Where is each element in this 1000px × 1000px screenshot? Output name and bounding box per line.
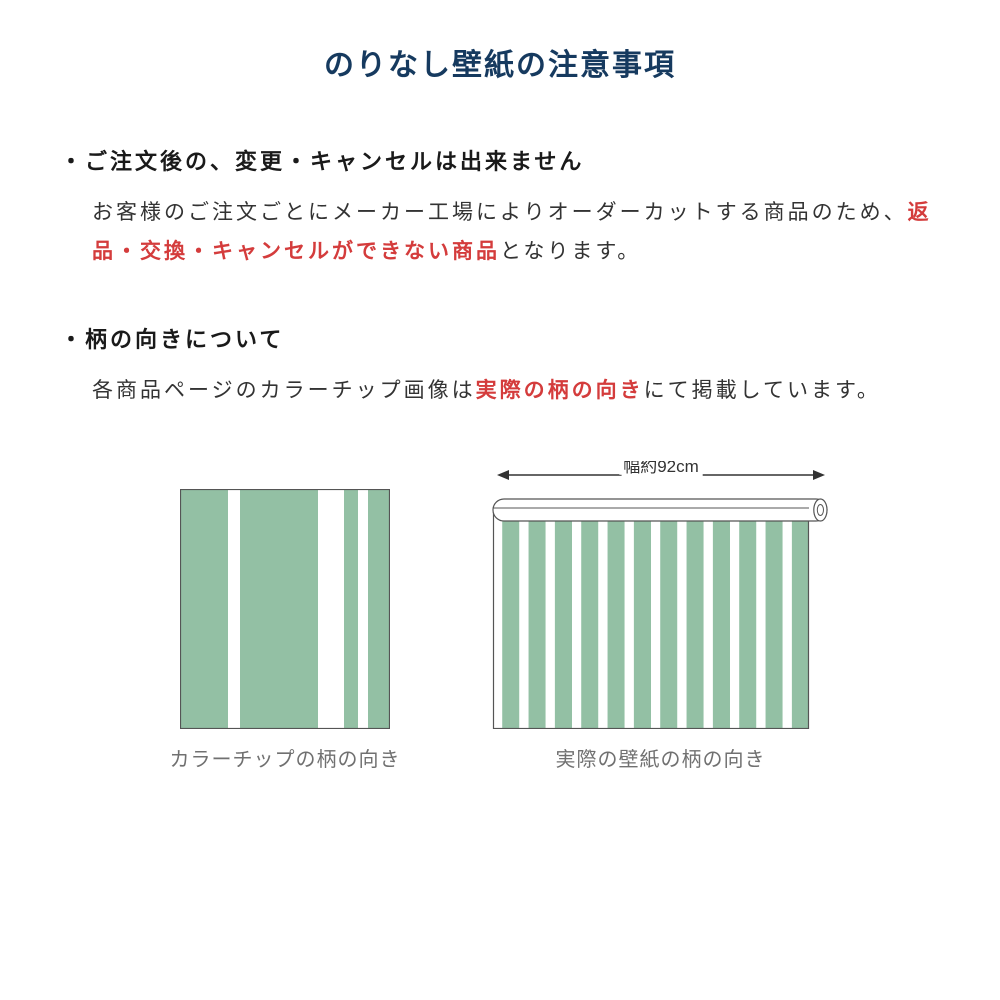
wallpaper-roll-caption: 実際の壁紙の柄の向き [556,743,766,772]
section1-heading: ・ご注文後の、変更・キャンセルは出来ません [60,144,940,176]
section2-highlight: 実際の柄の向き [476,379,644,402]
color-chip-swatch [180,489,390,729]
section2-body-post: にて掲載しています。 [644,379,881,402]
page-title: のりなし壁紙の注意事項 [60,40,940,84]
section2-body-pre: 各商品ページのカラーチップ画像は [92,379,476,402]
section1-body-pre: お客様のご注文ごとにメーカー工場によりオーダーカットする商品のため、 [92,201,908,224]
diagram-row: カラーチップの柄の向き 幅約92cm 実際の壁紙の柄の向き [60,461,940,772]
section-cancel: ・ご注文後の、変更・キャンセルは出来ません お客様のご注文ごとにメーカー工場によ… [60,144,940,272]
section1-body-post: となります。 [500,240,641,263]
section2-body: 各商品ページのカラーチップ画像は実際の柄の向きにて掲載しています。 [92,372,940,411]
color-chip-caption: カラーチップの柄の向き [170,743,401,772]
color-chip-diagram: カラーチップの柄の向き [170,461,401,772]
wallpaper-roll-swatch [491,489,831,729]
section2-heading: ・柄の向きについて [60,322,940,354]
section-pattern-direction: ・柄の向きについて 各商品ページのカラーチップ画像は実際の柄の向きにて掲載してい… [60,322,940,411]
svg-text:幅約92cm: 幅約92cm [623,461,699,476]
width-arrow: 幅約92cm [491,461,831,489]
section1-body: お客様のご注文ごとにメーカー工場によりオーダーカットする商品のため、返品・交換・… [92,194,940,272]
wallpaper-roll-diagram: 幅約92cm 実際の壁紙の柄の向き [491,461,831,772]
